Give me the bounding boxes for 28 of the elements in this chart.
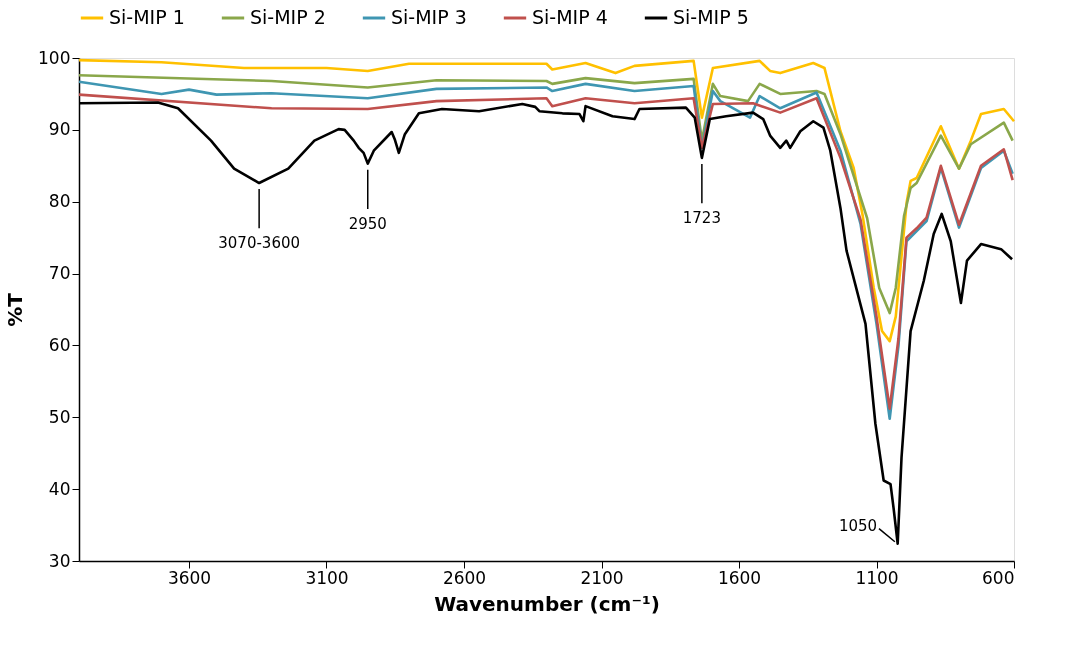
legend-label: Si-MIP 3 bbox=[391, 6, 467, 28]
annotation: 1723 bbox=[682, 209, 721, 228]
y-tick-label: 80 bbox=[48, 191, 71, 212]
y-axis-title: %T bbox=[3, 292, 28, 327]
x-tick-label: 2100 bbox=[580, 567, 624, 588]
y-tick-label: 100 bbox=[38, 47, 71, 68]
legend-label: Si-MIP 2 bbox=[250, 6, 326, 28]
legend-label: Si-MIP 5 bbox=[673, 6, 749, 28]
x-tick-label: 2600 bbox=[442, 567, 487, 588]
annotation: 3070-3600 bbox=[218, 234, 301, 253]
x-tick-label: 1600 bbox=[717, 567, 762, 588]
x-tick-label: 1100 bbox=[855, 567, 899, 588]
line-series bbox=[77, 73, 1014, 315]
y-tick-label: 60 bbox=[48, 334, 71, 355]
y-tick-label: 70 bbox=[48, 263, 71, 284]
y-tick-label: 40 bbox=[48, 478, 71, 499]
annotation: 2950 bbox=[348, 214, 387, 233]
legend-label: Si-MIP 1 bbox=[109, 6, 185, 28]
x-tick-label: 3600 bbox=[167, 567, 212, 588]
x-tick-label: 3100 bbox=[305, 567, 349, 588]
annotation: 1050 bbox=[838, 517, 878, 536]
x-axis-title: Wavenumber (cm⁻¹) bbox=[434, 591, 660, 616]
legend-label: Si-MIP 4 bbox=[532, 6, 608, 28]
line-series bbox=[77, 58, 1016, 343]
x-tick-label: 600 bbox=[982, 567, 1015, 588]
y-tick-label: 90 bbox=[48, 119, 71, 140]
y-tick-label: 30 bbox=[48, 550, 71, 571]
y-tick-label: 50 bbox=[48, 406, 71, 427]
